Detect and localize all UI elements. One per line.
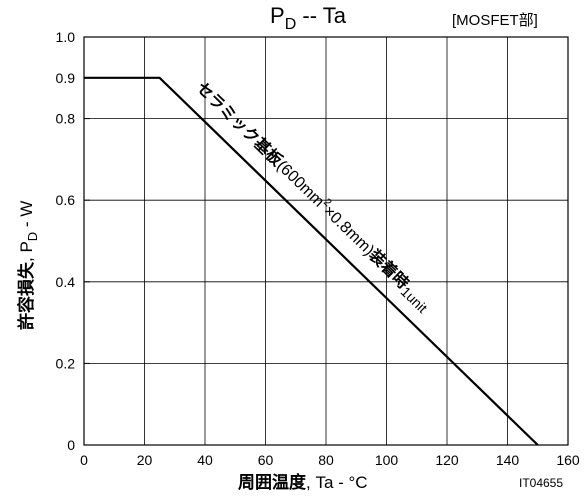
y-axis-label-bold: 許容損失 [16, 261, 36, 330]
x-tick-label-1: 20 [137, 452, 153, 468]
x-axis-label-rest: , Ta - °C [306, 473, 368, 492]
chart-subtitle: [MOSFET部] [452, 12, 538, 29]
title-subscript: D [285, 16, 297, 33]
document-id: IT04655 [519, 476, 563, 490]
y-tick-label-0: 0 [67, 437, 75, 453]
curve-annotation: セラミック基板(600mm2×0.8mm)装着時1unit [191, 77, 436, 316]
grid-lines [83, 36, 569, 446]
x-axis-label: 周囲温度, Ta - °C [238, 472, 368, 492]
y-tick-label-6: 1.0 [56, 29, 76, 45]
plot-frame [83, 36, 569, 446]
x-tick-label-0: 0 [80, 452, 88, 468]
chart-title: PD -- Ta [270, 3, 347, 33]
derating-curve-0 [84, 76, 539, 446]
title-rest: -- Ta [296, 3, 346, 28]
x-tick-label-8: 160 [556, 452, 580, 468]
annotation-part-1: (600mm [273, 158, 327, 211]
x-tick-label-4: 80 [318, 452, 334, 468]
y-tick-label-1: 0.2 [56, 355, 76, 371]
y-tick-label-4: 0.8 [56, 111, 76, 127]
y-tick-label-3: 0.6 [56, 192, 76, 208]
x-tick-label-5: 100 [375, 452, 399, 468]
x-tick-labels: 0 20 40 60 80 100 120 140 160 [80, 452, 580, 468]
x-tick-label-2: 40 [197, 452, 213, 468]
y-axis-label-p: , P [17, 241, 36, 262]
series-layer [84, 76, 539, 446]
x-tick-label-7: 140 [496, 452, 520, 468]
annotation-part-3: ×0.8mm) [320, 203, 377, 259]
x-tick-label-6: 120 [435, 452, 459, 468]
y-tick-labels: 0 0.2 0.4 0.6 0.8 0.9 1.0 [56, 29, 90, 453]
y-tick-label-5: 0.9 [56, 70, 76, 86]
y-axis-label-unit: - W [17, 201, 36, 232]
y-axis-label-subscript: D [25, 232, 40, 241]
y-tick-label-2: 0.4 [56, 274, 76, 290]
title-p: P [270, 3, 285, 28]
x-tick-label-3: 60 [258, 452, 274, 468]
y-axis-label: 許容損失, PD - W [16, 201, 40, 330]
x-axis-label-bold: 周囲温度 [238, 472, 307, 492]
